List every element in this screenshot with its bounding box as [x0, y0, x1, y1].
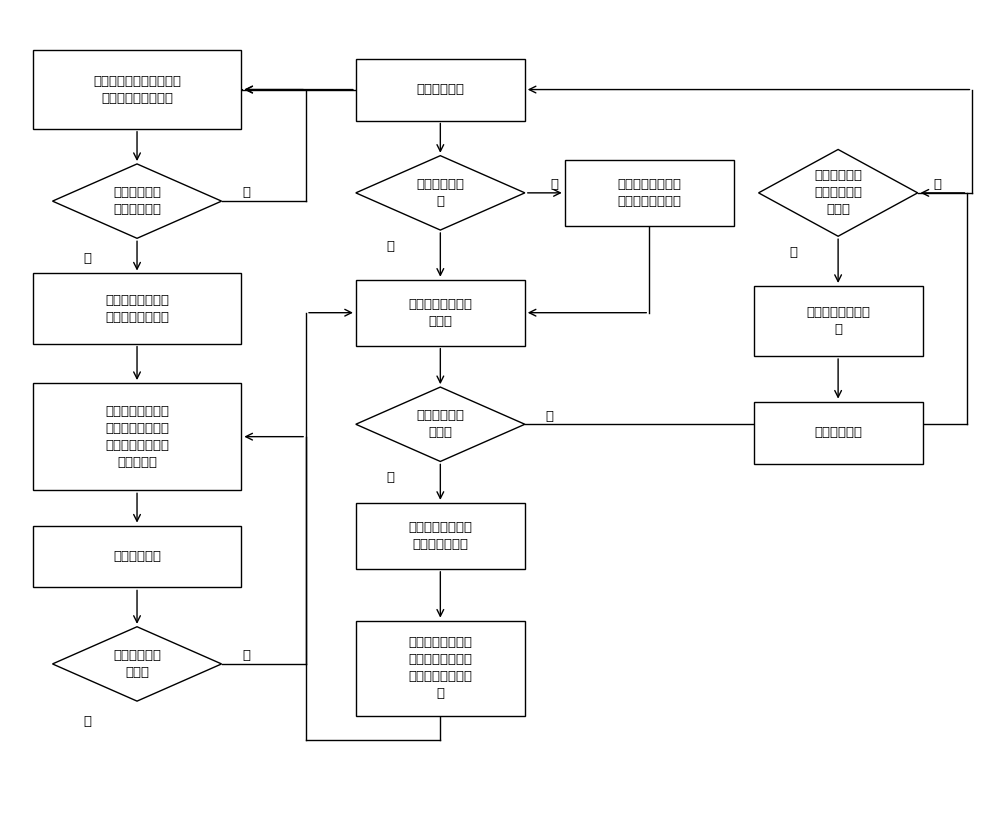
Polygon shape [356, 387, 525, 462]
Text: 监纱传感器是
否正常: 监纱传感器是 否正常 [416, 409, 464, 439]
FancyBboxPatch shape [356, 280, 525, 346]
Text: 摆梭是否在零
点: 摆梭是否在零 点 [416, 178, 464, 208]
Text: 重复以上步骤: 重复以上步骤 [814, 426, 862, 439]
Text: 设备停止运转，换
筒: 设备停止运转，换 筒 [806, 306, 870, 336]
Text: 是: 是 [387, 472, 395, 484]
Text: 启动监纱开关: 启动监纱开关 [416, 83, 464, 96]
Text: 是: 是 [789, 246, 797, 260]
Text: 编码器测得的
脉冲是否到达
预定值: 编码器测得的 脉冲是否到达 预定值 [814, 170, 862, 216]
Text: 只有横动电机以低
速启动运动到零位: 只有横动电机以低 速启动运动到零位 [617, 178, 681, 208]
FancyBboxPatch shape [754, 286, 923, 356]
Polygon shape [759, 150, 918, 236]
Text: 上位机触摸屏设定绕线的
工艺参数及要求发送: 上位机触摸屏设定绕线的 工艺参数及要求发送 [93, 75, 181, 105]
FancyBboxPatch shape [356, 503, 525, 569]
Text: 分布式控制器计算
出各个电机的转速: 分布式控制器计算 出各个电机的转速 [105, 294, 169, 324]
FancyBboxPatch shape [33, 50, 241, 129]
Text: 分布式控制器计算
摆梭移动的动程，
以及卷绕电机的转
速: 分布式控制器计算 摆梭移动的动程， 以及卷绕电机的转 速 [408, 636, 472, 700]
Text: 编码器测量卷筒上
绕制纱线的厚度: 编码器测量卷筒上 绕制纱线的厚度 [408, 521, 472, 551]
Polygon shape [53, 626, 222, 701]
Text: 是: 是 [83, 716, 91, 728]
FancyBboxPatch shape [33, 274, 241, 344]
Polygon shape [53, 164, 222, 238]
Text: 是: 是 [83, 252, 91, 265]
Text: 否: 否 [242, 186, 250, 200]
FancyBboxPatch shape [33, 383, 241, 490]
FancyBboxPatch shape [356, 621, 525, 716]
Text: 否: 否 [546, 409, 554, 423]
Text: 否: 否 [242, 649, 250, 662]
Text: 分布是控制器
是否收到命令: 分布是控制器 是否收到命令 [113, 186, 161, 216]
FancyBboxPatch shape [754, 402, 923, 463]
FancyBboxPatch shape [33, 526, 241, 587]
Text: 将纱线在牵伸辊和
卷筒上绕八圈，装
上卷筒，纱线经过
监纱传感器: 将纱线在牵伸辊和 卷筒上绕八圈，装 上卷筒，纱线经过 监纱传感器 [105, 404, 169, 468]
Text: 否: 否 [934, 178, 942, 191]
FancyBboxPatch shape [356, 58, 525, 121]
Polygon shape [356, 156, 525, 230]
FancyBboxPatch shape [565, 160, 734, 226]
Text: 电机及纱线是
否正常: 电机及纱线是 否正常 [113, 649, 161, 679]
Text: 否: 否 [551, 178, 559, 191]
Text: 是: 是 [387, 240, 395, 253]
Text: 启动运转开关: 启动运转开关 [113, 550, 161, 563]
Text: 各电机启动正常运
转工作: 各电机启动正常运 转工作 [408, 298, 472, 328]
